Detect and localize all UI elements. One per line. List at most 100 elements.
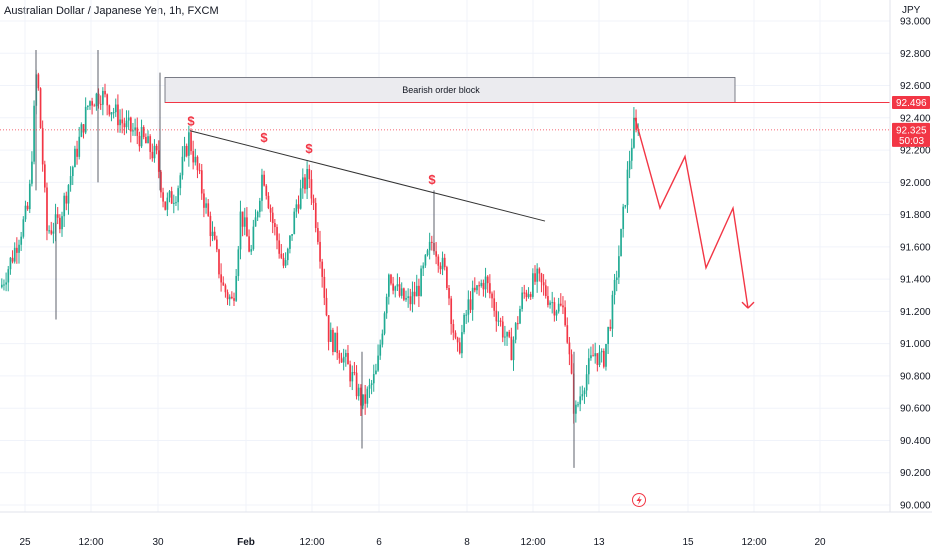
arrow-stroke [741,301,749,309]
candle-body [263,174,265,186]
candle-body [140,127,143,147]
price-tick-label: 92.800 [900,49,931,60]
candle-body [317,228,319,242]
candle-body [61,216,63,230]
candle-body [400,288,403,296]
time-tick-label: 12:00 [78,537,103,548]
candle-body [336,332,339,354]
candle-body [388,274,390,297]
candle-body [84,106,87,133]
price-tick-label: 90.800 [900,371,931,382]
candle-body [295,204,298,212]
candle-body [136,127,139,136]
price-tick-label: 91.400 [900,275,931,286]
candle-body [590,355,592,359]
time-tick-label: 6 [376,537,382,548]
candle-body [448,288,450,299]
candle-body [80,124,83,137]
candle-body [314,202,317,229]
order-block-layer: Bearish order block [164,77,890,103]
candle-body [278,240,281,254]
candle-body [560,303,562,306]
time-tick-label: 13 [593,537,605,548]
candle-body [321,261,324,277]
candle-body [250,249,253,252]
candle-body [5,282,7,285]
candle-body [59,217,61,230]
dollar-marker: $ [428,172,436,187]
candle-body [482,282,485,290]
candle-body [517,323,519,325]
order-block-price-badge [892,95,930,109]
candle-body [78,136,81,157]
candle-body [134,127,136,131]
bearish-order-block[interactable] [164,77,736,103]
candle-body [319,241,321,262]
candle-body [379,344,382,356]
lightning-icon[interactable] [632,493,646,507]
candle-body [398,284,401,296]
descending-trendline[interactable] [189,130,546,222]
candle-body [99,103,102,105]
candle-body [521,292,523,309]
candle-body [151,151,154,159]
candle-body [340,358,343,363]
candle-body [424,255,427,266]
price-tick-label: 93.000 [900,17,931,28]
candle-body [553,302,556,316]
candle-body [342,356,345,363]
candle-body [351,372,354,382]
candle-body [630,147,633,161]
candle-body [607,326,609,344]
candle-body [166,197,169,210]
countdown-text: 50:03 [899,136,924,147]
candle-body [562,305,564,308]
candle-body [345,353,347,357]
time-axis: 25 12:00 30 Feb 12:00 6 8 12:00 13 15 12:00 20 [19,537,826,548]
candle-body [203,193,205,208]
candle-body [52,231,55,234]
candle-body [542,282,545,286]
projection-path[interactable] [634,117,749,309]
candle-body [71,167,74,177]
candle-body [392,283,394,291]
candle-body [390,274,392,284]
candle-body [407,296,410,298]
candle-body [372,374,375,384]
order-block-price-text: 92.496 [896,98,927,109]
candle-body [190,132,192,152]
candle-body [179,175,182,189]
candle-body [196,156,199,171]
price-tick-label: 92.400 [900,113,931,124]
candle-body [114,104,117,113]
candle-body [506,331,508,337]
candle-body [33,105,35,162]
candle-body [594,353,597,357]
candle-body [39,88,42,129]
time-tick-label: 12:00 [520,537,545,548]
candle-body [383,313,386,334]
candle-body [261,174,263,201]
candle-body [74,148,76,168]
candle-body [478,285,480,287]
candle-body [486,276,489,284]
candle-body [360,387,362,406]
candle-body [185,145,188,156]
candle-body [592,355,594,357]
candle-body [302,177,304,189]
time-tick-label: Feb [237,537,255,548]
candle-body [600,350,603,353]
candle-body [157,150,160,172]
candle-body [168,191,171,198]
candle-body [540,273,543,283]
candle-body [228,296,231,300]
candle-body [471,287,474,310]
candle-body [243,217,246,227]
candle-body [132,130,134,132]
candle-body [587,358,590,375]
candle-body [476,285,478,291]
candle-body [56,214,59,218]
candle-body [220,274,222,283]
candle-body [200,170,203,194]
